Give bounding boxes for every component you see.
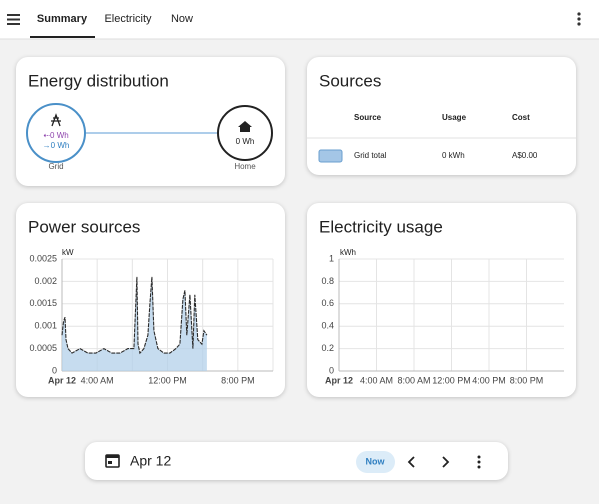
date-bar	[85, 442, 508, 480]
y-tick-label: 0.6	[321, 298, 334, 308]
top-bar	[0, 0, 599, 39]
table-header: Usage	[442, 113, 467, 122]
home-node[interactable]	[217, 105, 273, 161]
card-title: Sources	[319, 71, 381, 90]
next-button[interactable]	[442, 456, 450, 468]
menu-icon[interactable]	[7, 14, 20, 25]
x-tick-label: 4:00 AM	[360, 375, 393, 385]
more-icon[interactable]	[577, 12, 581, 26]
date: Apr 12	[130, 453, 171, 469]
tab[interactable]: Now	[171, 13, 193, 25]
table-header: Source	[354, 113, 382, 122]
table-cell: A$0.00	[512, 151, 538, 160]
chart-title: Power sources	[28, 217, 140, 236]
x-tick-label: 4:00 AM	[81, 375, 114, 385]
y-tick-label: 0.8	[321, 276, 334, 286]
x-tick-label: 8:00 PM	[510, 375, 544, 385]
calendar-icon[interactable]	[105, 454, 120, 468]
source-swatch	[318, 149, 343, 163]
tower-icon	[51, 113, 61, 127]
table-cell: Grid total	[354, 151, 387, 160]
tab-indicator	[30, 36, 95, 38]
more-button[interactable]	[477, 455, 481, 469]
y-tick-label: 0.0005	[29, 343, 57, 353]
y-tick-label: 1	[329, 253, 334, 263]
y-tick-label: 0	[329, 365, 334, 375]
line	[61, 276, 208, 355]
y-tick-label: 0.4	[321, 321, 334, 331]
y-unit: kW	[62, 248, 74, 257]
y-unit: kWh	[340, 248, 356, 257]
grid-node[interactable]	[26, 103, 86, 163]
grid-to: →0 Wh	[43, 141, 70, 150]
area-fill	[62, 276, 207, 371]
chart-title: Electricity usage	[319, 217, 443, 236]
x-tick-label: Apr 12	[325, 375, 353, 385]
home-label: Home	[234, 162, 256, 171]
now-chip[interactable]	[356, 451, 395, 473]
x-tick-label: 12:00 PM	[432, 375, 471, 385]
home-icon	[238, 121, 252, 132]
tab[interactable]: Electricity	[104, 13, 152, 25]
y-tick-label: 0.0015	[29, 298, 57, 308]
y-tick-label: 0.2	[321, 343, 334, 353]
x-tick-label: 12:00 PM	[148, 375, 187, 385]
x-tick-label: 8:00 PM	[221, 375, 255, 385]
y-tick-label: 0.0025	[29, 253, 57, 263]
now-label[interactable]: Now	[366, 456, 386, 466]
tab[interactable]: Summary	[37, 13, 88, 25]
y-tick-label: 0	[52, 365, 57, 375]
home-value: 0 Wh	[236, 137, 255, 146]
grid-from: ⇠0 Wh	[43, 131, 68, 140]
x-tick-label: 8:00 AM	[397, 375, 430, 385]
x-tick-label: Apr 12	[48, 375, 76, 385]
card-title: Energy distribution	[28, 71, 169, 90]
table-cell: 0 kWh	[442, 151, 465, 160]
y-tick-label: 0.002	[34, 276, 57, 286]
card	[307, 57, 576, 175]
table-header: Cost	[512, 113, 530, 122]
y-tick-label: 0.001	[34, 321, 57, 331]
x-tick-label: 4:00 PM	[472, 375, 506, 385]
prev-button[interactable]	[407, 456, 415, 468]
grid-label: Grid	[48, 162, 63, 171]
card	[16, 57, 285, 186]
